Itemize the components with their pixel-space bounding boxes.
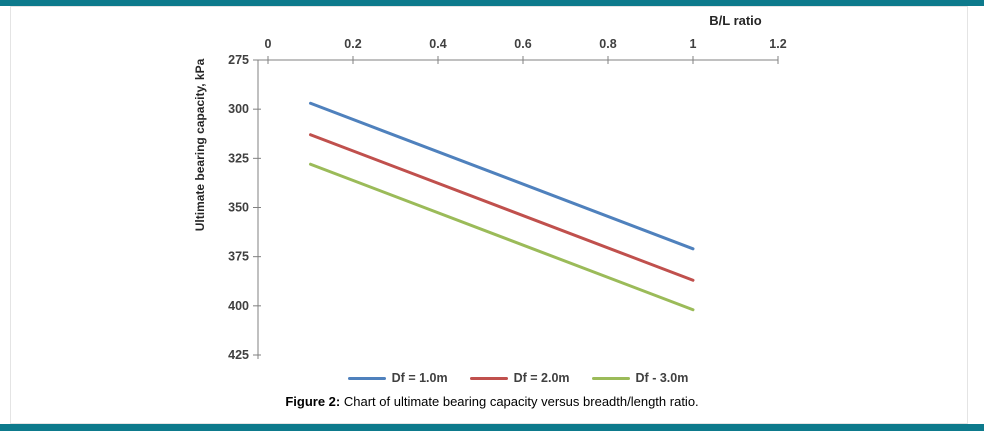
y-axis-tick-label: 400 (228, 299, 249, 313)
x-axis-tick-label: 1 (690, 37, 697, 51)
legend-item: Df - 3.0m (591, 371, 689, 385)
legend-label: Df = 1.0m (391, 371, 448, 385)
bottom-divider-band (0, 424, 984, 431)
y-axis-tick-label: 275 (228, 53, 249, 67)
y-axis-title: Ultimate bearing capacity, kPa (193, 58, 207, 231)
x-axis-tick-label: 0.6 (514, 37, 531, 51)
figure-caption: Figure 2: Chart of ultimate bearing capa… (0, 394, 984, 409)
legend-label: Df = 2.0m (513, 371, 570, 385)
caption-label: Figure 2: (285, 394, 341, 409)
x-axis-tick-label: 0.8 (599, 37, 616, 51)
x-axis-title: B/L ratio (709, 13, 762, 28)
chart-canvas: 0 0.2 0.4 0.6 0.8 1 1.2 B/L ratio 275 300 325 350 37… (193, 13, 787, 362)
chart-legend: Df = 1.0m Df = 2.0m Df - 3.0m (258, 371, 778, 385)
figure-box (10, 6, 968, 424)
top-divider-band (0, 0, 984, 6)
x-axis-tick-label: 0 (265, 37, 272, 51)
y-axis-tick-label: 425 (228, 348, 249, 362)
series-line-3 (309, 162, 695, 312)
x-axis-tick-label: 0.4 (429, 37, 446, 51)
legend-line-swatch (591, 376, 630, 380)
legend-item: Df = 2.0m (469, 371, 570, 385)
series-line-1 (309, 101, 695, 251)
legend-line-swatch (469, 376, 508, 380)
y-axis-tick-label: 375 (228, 250, 249, 264)
legend-line-swatch (347, 376, 386, 380)
y-axis-tick-label: 300 (228, 102, 249, 116)
legend-label: Df - 3.0m (635, 371, 689, 385)
caption-text: Chart of ultimate bearing capacity versu… (343, 394, 699, 409)
series-line-2 (309, 133, 695, 282)
x-axis-tick-label: 1.2 (769, 37, 786, 51)
y-axis-tick-label: 350 (228, 201, 249, 215)
legend-item: Df = 1.0m (347, 371, 448, 385)
y-axis-tick-label: 325 (228, 151, 249, 165)
x-axis-tick-label: 0.2 (344, 37, 361, 51)
